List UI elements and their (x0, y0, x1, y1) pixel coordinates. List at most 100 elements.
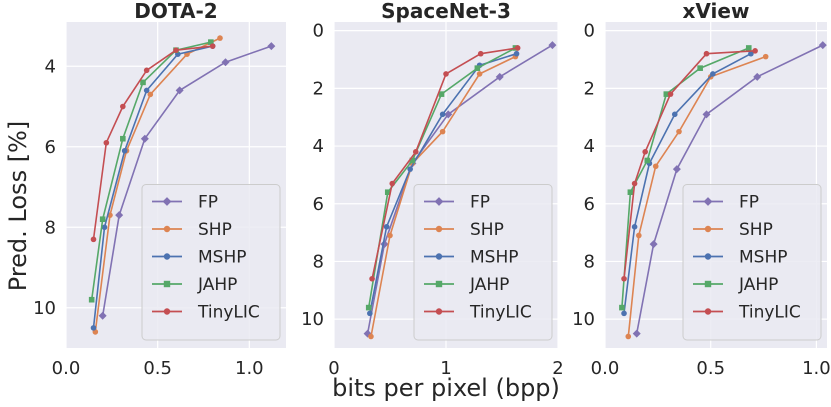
legend-entry-fp: FP (693, 193, 759, 213)
data-point (90, 236, 97, 243)
legend-label: FP (470, 193, 490, 213)
legend-box (682, 184, 822, 341)
series-line (623, 50, 756, 279)
series-line (366, 44, 553, 334)
y-tick-label: 0 (584, 21, 595, 42)
data-point (477, 50, 484, 57)
legend-marker (703, 197, 713, 206)
legend-entry-mshp: MSHP (152, 248, 247, 268)
legend-marker (435, 253, 443, 260)
legend-marker (704, 225, 712, 233)
data-point (88, 296, 95, 303)
legend-label: TinyLIC (469, 303, 532, 323)
data-point (702, 110, 711, 119)
chart-title: xView (683, 0, 750, 23)
chart-panels: 0.0 0.5 1.046810DOTA-2FPSHPMSHPJAHPTinyLIC… (33, 0, 831, 379)
legend-marker (704, 280, 712, 288)
y-tick-label: 8 (584, 251, 595, 272)
data-point (120, 103, 126, 110)
legend-entry-shp: SHP (424, 220, 504, 240)
data-point (90, 325, 97, 331)
data-point (217, 35, 223, 41)
panel-spacenet-3: 0 1 2 0 2 4 6 8 10 SpaceNet-3 FP SHP MSHP JAHP TinyLIC (301, 0, 564, 379)
x-axis-label: bits per pixel (bpp) (332, 374, 560, 402)
data-point (631, 180, 638, 187)
chart-title: SpaceNet-3 (381, 0, 511, 23)
legend-entry-tinylic: TinyLIC (693, 303, 801, 323)
data-point (143, 87, 150, 94)
y-tick-label: 0 (313, 21, 324, 42)
data-point (710, 71, 716, 77)
y-tick-label: 10 (33, 298, 56, 319)
data-point (644, 157, 651, 164)
y-tick-label: 2 (584, 78, 595, 99)
legend-label: SHP (198, 220, 232, 240)
data-point (495, 72, 504, 81)
data-point (409, 157, 416, 164)
legend-label: JAHP (197, 275, 237, 295)
data-point (621, 275, 627, 282)
data-point (627, 189, 634, 196)
legend-label: MSHP (198, 248, 247, 268)
series-line (92, 45, 213, 240)
y-tick-label: 6 (313, 194, 324, 215)
data-point (439, 128, 446, 135)
legend-entry-shp: SHP (152, 220, 232, 240)
data-point (209, 43, 216, 49)
data-point (389, 180, 396, 187)
series-shp (368, 53, 519, 340)
data-point (513, 50, 520, 57)
legend-box (413, 184, 553, 341)
legend-marker (434, 197, 444, 206)
y-tick-label: 4 (584, 136, 595, 157)
data-point (438, 91, 445, 97)
data-point (672, 165, 681, 174)
legend-marker (162, 197, 172, 206)
data-point (140, 134, 149, 143)
data-point (752, 48, 758, 54)
data-point (439, 111, 446, 118)
legend-entry-tinylic: TinyLIC (152, 303, 260, 323)
series-line (627, 55, 766, 337)
data-point (652, 163, 659, 170)
data-point (636, 232, 642, 239)
data-point (632, 329, 641, 338)
data-point (619, 304, 625, 311)
data-point (514, 45, 521, 51)
legend-entry-shp: SHP (693, 220, 773, 240)
x-tick-label: 1.0 (802, 358, 831, 379)
legend-marker (163, 280, 171, 288)
data-point (101, 224, 108, 231)
data-point (147, 91, 154, 98)
legend-entry-jahp: JAHP (152, 275, 237, 295)
data-point (476, 71, 483, 77)
data-point (642, 149, 648, 155)
y-tick-label: 8 (313, 251, 324, 272)
legend-label: JAHP (738, 275, 778, 295)
x-tick-label: 0.0 (591, 358, 620, 379)
data-point (697, 65, 703, 71)
data-point (548, 41, 557, 50)
series-line (370, 55, 516, 337)
legend-entry-fp: FP (152, 193, 218, 213)
x-tick-label: 1.0 (235, 358, 264, 379)
legend-marker (435, 308, 443, 315)
data-point (412, 149, 419, 155)
data-point (267, 42, 276, 51)
legend: FP SHP MSHP JAHP TinyLIC (682, 184, 822, 341)
legend-label: TinyLIC (738, 303, 801, 323)
series-tinylic (621, 48, 758, 282)
data-point (444, 110, 453, 119)
x-tick-label: 2 (552, 358, 563, 379)
data-point (676, 128, 682, 135)
legend-label: FP (739, 193, 759, 213)
data-point (631, 224, 638, 230)
series-line (92, 45, 213, 328)
data-point (818, 41, 827, 50)
data-point (221, 58, 230, 67)
series-fp (632, 41, 827, 338)
data-point (103, 139, 110, 146)
data-point (443, 71, 449, 77)
legend-box (141, 184, 281, 341)
legend-entry-mshp: MSHP (424, 248, 519, 268)
